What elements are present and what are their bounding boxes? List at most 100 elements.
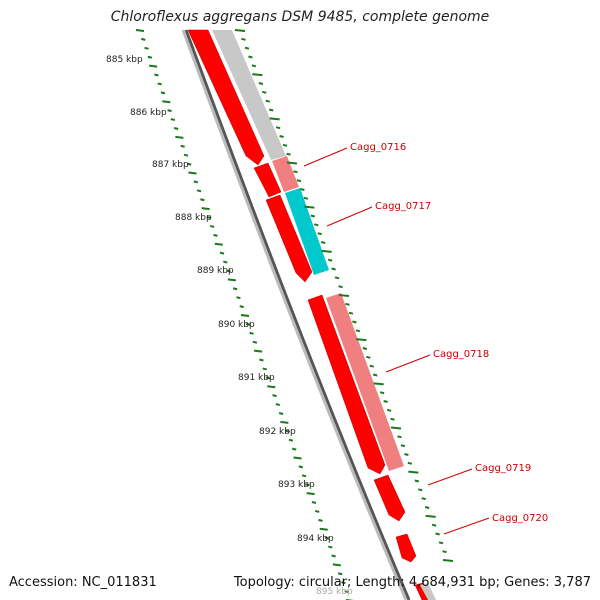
feature-cds[interactable] bbox=[307, 294, 386, 475]
feature-other[interactable] bbox=[212, 30, 286, 160]
gc-tick bbox=[338, 294, 350, 297]
gc-tick bbox=[259, 358, 264, 362]
gc-tick bbox=[278, 411, 284, 415]
gc-tick bbox=[193, 180, 199, 184]
gc-tick bbox=[442, 550, 447, 554]
ruler-label: 895 kbp bbox=[316, 587, 353, 597]
gene-label[interactable]: Cagg_0720 bbox=[492, 513, 548, 524]
gc-tick bbox=[157, 82, 162, 86]
feature-cds[interactable] bbox=[395, 533, 417, 563]
gc-tick bbox=[262, 367, 267, 371]
gc-tick bbox=[304, 205, 315, 209]
gc-tick bbox=[265, 99, 270, 103]
genome-summary: Topology: circular; Length: 4,684,931 bp… bbox=[233, 575, 591, 590]
gc-tick bbox=[186, 162, 192, 166]
gc-tick bbox=[300, 188, 305, 191]
feature-cds[interactable] bbox=[253, 162, 282, 198]
feature-gene[interactable] bbox=[326, 293, 404, 471]
gc-tick bbox=[319, 527, 328, 531]
gc-tick bbox=[296, 179, 302, 183]
feature-cds[interactable] bbox=[265, 194, 313, 283]
gc-tick bbox=[135, 29, 145, 32]
gc-tick bbox=[321, 249, 332, 253]
gc-tick bbox=[246, 322, 251, 326]
gc-tick bbox=[175, 135, 184, 139]
leader-cagg-0720 bbox=[443, 517, 490, 535]
gc-tick bbox=[200, 198, 205, 202]
gc-tick bbox=[201, 207, 210, 211]
gc-tick bbox=[236, 296, 241, 300]
feature-other[interactable] bbox=[420, 583, 436, 600]
ruler-label: 885 kbp bbox=[106, 55, 143, 65]
feature-rrna[interactable] bbox=[285, 188, 329, 275]
gc-tick bbox=[397, 435, 402, 439]
gc-skew-track-inner bbox=[135, 29, 355, 600]
ruler-label: 888 kbp bbox=[175, 213, 212, 223]
gc-tick bbox=[438, 541, 444, 545]
gc-tick bbox=[431, 523, 437, 527]
gc-tick bbox=[241, 37, 246, 41]
leader-cagg-0718 bbox=[385, 354, 431, 373]
gene-label[interactable]: Cagg_0716 bbox=[350, 142, 406, 153]
gc-tick bbox=[331, 267, 336, 271]
gc-tick bbox=[209, 224, 215, 228]
gc-tick bbox=[334, 276, 340, 280]
gc-tick bbox=[219, 251, 225, 255]
gc-tick bbox=[244, 46, 250, 50]
gc-tick bbox=[249, 331, 254, 335]
gc-tick bbox=[318, 518, 323, 522]
gc-tick bbox=[337, 572, 343, 576]
gc-tick bbox=[320, 241, 326, 244]
gc-tick bbox=[379, 391, 385, 395]
gc-tick bbox=[160, 91, 166, 95]
gene-label[interactable]: Cagg_0719 bbox=[475, 463, 531, 474]
gc-tick bbox=[418, 488, 423, 492]
gc-tick bbox=[303, 196, 309, 200]
gc-tick bbox=[170, 118, 176, 122]
gc-tick bbox=[227, 278, 236, 282]
gc-tick bbox=[366, 355, 371, 359]
gc-tick bbox=[344, 590, 349, 594]
backbone bbox=[181, 29, 408, 600]
gc-tick bbox=[223, 260, 228, 264]
gc-tick bbox=[345, 302, 350, 306]
gc-tick bbox=[252, 340, 258, 344]
ruler-label: 894 kbp bbox=[297, 534, 334, 544]
gc-tick bbox=[332, 563, 341, 567]
gc-tick bbox=[206, 216, 212, 220]
gc-tick bbox=[183, 153, 189, 157]
gc-tick bbox=[282, 143, 288, 147]
gc-tick bbox=[331, 554, 336, 558]
leader-cagg-0716 bbox=[303, 147, 348, 167]
feature-cds[interactable] bbox=[187, 29, 265, 166]
gc-tick bbox=[390, 426, 402, 430]
gc-tick bbox=[421, 497, 426, 501]
gene-label[interactable]: Cagg_0718 bbox=[433, 349, 489, 360]
gene-label[interactable]: Cagg_0717 bbox=[375, 201, 431, 212]
gc-tick bbox=[341, 581, 346, 585]
feature-gene[interactable] bbox=[272, 156, 299, 192]
gc-tick bbox=[254, 349, 263, 353]
gc-tick bbox=[404, 453, 409, 456]
gc-tick bbox=[362, 347, 368, 350]
gc-tick bbox=[383, 400, 388, 403]
gc-tick bbox=[442, 559, 454, 562]
gc-tick bbox=[214, 242, 223, 246]
leader-cagg-0717 bbox=[326, 206, 373, 227]
accession-label: Accession: NC_011831 bbox=[9, 575, 157, 590]
gc-tick bbox=[149, 64, 158, 68]
gc-tick bbox=[314, 509, 320, 513]
gc-tick bbox=[305, 483, 310, 487]
feature-cds[interactable] bbox=[373, 474, 406, 522]
gc-tick bbox=[298, 465, 304, 469]
gc-tick bbox=[414, 479, 420, 483]
gc-tick bbox=[293, 456, 302, 460]
gc-tick bbox=[328, 545, 333, 549]
gc-tick bbox=[424, 506, 430, 509]
gc-tick bbox=[288, 438, 294, 442]
gc-tick bbox=[408, 470, 419, 474]
gc-tick bbox=[324, 536, 330, 540]
gc-tick bbox=[286, 152, 291, 156]
gc-tick bbox=[356, 338, 367, 342]
